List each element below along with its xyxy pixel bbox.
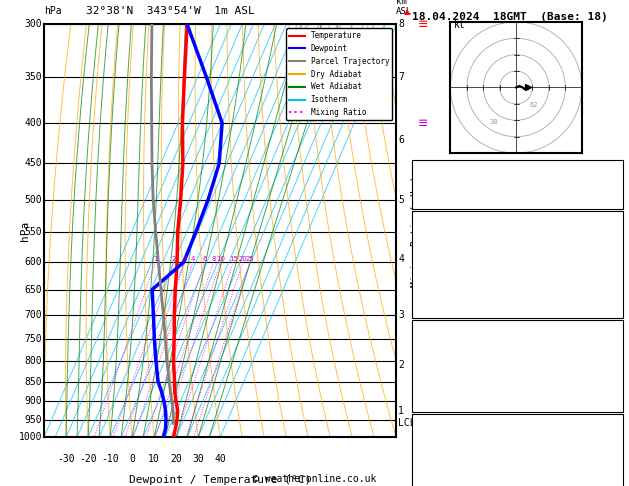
Text: 7: 7 — [398, 72, 404, 82]
Text: 1: 1 — [613, 433, 619, 442]
Text: 3: 3 — [182, 256, 187, 262]
Text: 0: 0 — [129, 454, 135, 464]
Text: Dewpoint / Temperature (°C): Dewpoint / Temperature (°C) — [129, 474, 311, 485]
Text: -20: -20 — [79, 454, 97, 464]
Text: θₑ (K): θₑ (K) — [416, 353, 448, 362]
Text: 74: 74 — [608, 447, 619, 456]
Text: ≡: ≡ — [418, 256, 428, 269]
Text: ≡: ≡ — [418, 193, 428, 206]
Text: 2: 2 — [613, 273, 619, 282]
Text: EH: EH — [416, 433, 426, 442]
Text: km
ASL: km ASL — [396, 0, 413, 16]
Text: Surface: Surface — [499, 215, 536, 224]
Text: 62: 62 — [529, 102, 538, 108]
Legend: Temperature, Dewpoint, Parcel Trajectory, Dry Adiabat, Wet Adiabat, Isotherm, Mi: Temperature, Dewpoint, Parcel Trajectory… — [286, 28, 392, 120]
Text: 18.7: 18.7 — [598, 229, 619, 239]
Text: ≡: ≡ — [418, 18, 428, 31]
Text: 1: 1 — [153, 256, 158, 262]
Text: 4: 4 — [398, 254, 404, 264]
Text: 10: 10 — [216, 256, 225, 262]
Text: 10: 10 — [148, 454, 160, 464]
Text: Most Unstable: Most Unstable — [482, 324, 552, 333]
Text: 2: 2 — [613, 367, 619, 377]
Text: 8: 8 — [211, 256, 216, 262]
Text: 400: 400 — [25, 118, 42, 128]
Text: ≡: ≡ — [418, 309, 428, 322]
Text: 500: 500 — [25, 194, 42, 205]
Text: Hodograph: Hodograph — [493, 418, 542, 427]
Text: Lifted Index: Lifted Index — [416, 367, 481, 377]
Text: 18.04.2024  18GMT  (Base: 18): 18.04.2024 18GMT (Base: 18) — [412, 12, 608, 22]
Text: LCL: LCL — [398, 418, 416, 428]
Text: Mixing Ratio (g/kg): Mixing Ratio (g/kg) — [411, 175, 421, 287]
Text: 0: 0 — [613, 382, 619, 391]
Text: 950: 950 — [25, 415, 42, 425]
Text: 37: 37 — [608, 179, 619, 188]
Text: StmDir: StmDir — [416, 462, 448, 471]
Text: 1015: 1015 — [598, 338, 619, 347]
Text: 1000: 1000 — [19, 433, 42, 442]
Text: -10: -10 — [101, 454, 119, 464]
Text: 850: 850 — [25, 377, 42, 387]
Text: kt: kt — [454, 20, 465, 31]
Text: 350: 350 — [25, 72, 42, 82]
Text: 20: 20 — [238, 256, 247, 262]
Text: 6: 6 — [398, 135, 404, 145]
Text: 600: 600 — [25, 257, 42, 267]
Text: K: K — [416, 164, 421, 174]
Text: 0: 0 — [613, 397, 619, 406]
Text: CIN (J): CIN (J) — [416, 302, 454, 312]
Text: 750: 750 — [25, 334, 42, 344]
Text: 14.1: 14.1 — [598, 244, 619, 253]
Text: 18: 18 — [608, 476, 619, 486]
Text: Dewp (°C): Dewp (°C) — [416, 244, 464, 253]
Text: 25: 25 — [246, 256, 255, 262]
Text: SREH: SREH — [416, 447, 437, 456]
Text: 300: 300 — [25, 19, 42, 29]
Text: 550: 550 — [25, 227, 42, 237]
Text: 900: 900 — [25, 396, 42, 406]
Text: StmSpd (kt): StmSpd (kt) — [416, 476, 475, 486]
Text: 700: 700 — [25, 310, 42, 320]
Text: ≡: ≡ — [418, 117, 428, 129]
Text: © weatheronline.co.uk: © weatheronline.co.uk — [253, 473, 376, 484]
Text: 800: 800 — [25, 356, 42, 366]
Text: CIN (J): CIN (J) — [416, 397, 454, 406]
Text: 318: 318 — [603, 259, 619, 268]
Text: 30: 30 — [490, 119, 498, 124]
Text: CAPE (J): CAPE (J) — [416, 288, 459, 297]
Text: -0: -0 — [608, 164, 619, 174]
Text: 650: 650 — [25, 285, 42, 295]
Text: Pressure (mb): Pressure (mb) — [416, 338, 486, 347]
Text: 275°: 275° — [598, 462, 619, 471]
Text: 15: 15 — [229, 256, 238, 262]
Text: 3: 3 — [398, 310, 404, 320]
Text: 1: 1 — [398, 406, 404, 416]
Text: 450: 450 — [25, 158, 42, 169]
Text: 20: 20 — [170, 454, 182, 464]
Text: 40: 40 — [214, 454, 226, 464]
Text: PW (cm): PW (cm) — [416, 193, 454, 203]
Text: 2: 2 — [172, 256, 176, 262]
Text: Temp (°C): Temp (°C) — [416, 229, 464, 239]
Text: θₑ(K): θₑ(K) — [416, 259, 443, 268]
Text: ▲: ▲ — [404, 6, 411, 16]
Text: 4: 4 — [191, 256, 195, 262]
Text: 318: 318 — [603, 353, 619, 362]
Text: Totals Totals: Totals Totals — [416, 179, 486, 188]
Text: -30: -30 — [57, 454, 75, 464]
Text: 30: 30 — [192, 454, 204, 464]
Text: 0: 0 — [613, 302, 619, 312]
Text: hPa: hPa — [19, 221, 30, 241]
Text: hPa: hPa — [44, 6, 62, 16]
Text: 0: 0 — [613, 288, 619, 297]
Text: 1.48: 1.48 — [598, 193, 619, 203]
Text: 8: 8 — [398, 19, 404, 29]
Text: CAPE (J): CAPE (J) — [416, 382, 459, 391]
Text: 32°38'N  343°54'W  1m ASL: 32°38'N 343°54'W 1m ASL — [86, 6, 255, 16]
Text: 5: 5 — [398, 194, 404, 205]
Text: Lifted Index: Lifted Index — [416, 273, 481, 282]
Text: 6: 6 — [203, 256, 207, 262]
Text: 2: 2 — [398, 360, 404, 370]
